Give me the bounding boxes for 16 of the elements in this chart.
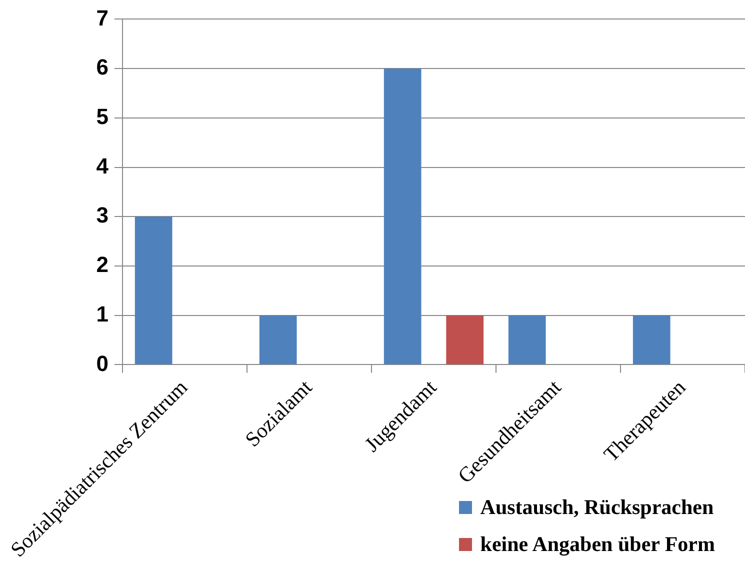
y-tick-label: 4 [96,153,110,178]
y-tick-label: 5 [96,104,108,129]
y-tick-label: 1 [96,301,108,326]
legend-label: Austausch, Rücksprachen [480,495,714,520]
bar [632,315,670,364]
legend-label: keine Angaben über Form [480,532,715,557]
bar [384,68,422,364]
y-tick-label: 7 [96,5,108,30]
y-tick-label: 3 [96,202,108,228]
y-tick-label: 2 [96,252,108,278]
bar [259,315,297,364]
y-tick-label: 0 [96,350,108,376]
bar [134,216,172,364]
y-tick-label: 6 [96,54,108,80]
bar [508,315,546,364]
bar [446,315,484,364]
